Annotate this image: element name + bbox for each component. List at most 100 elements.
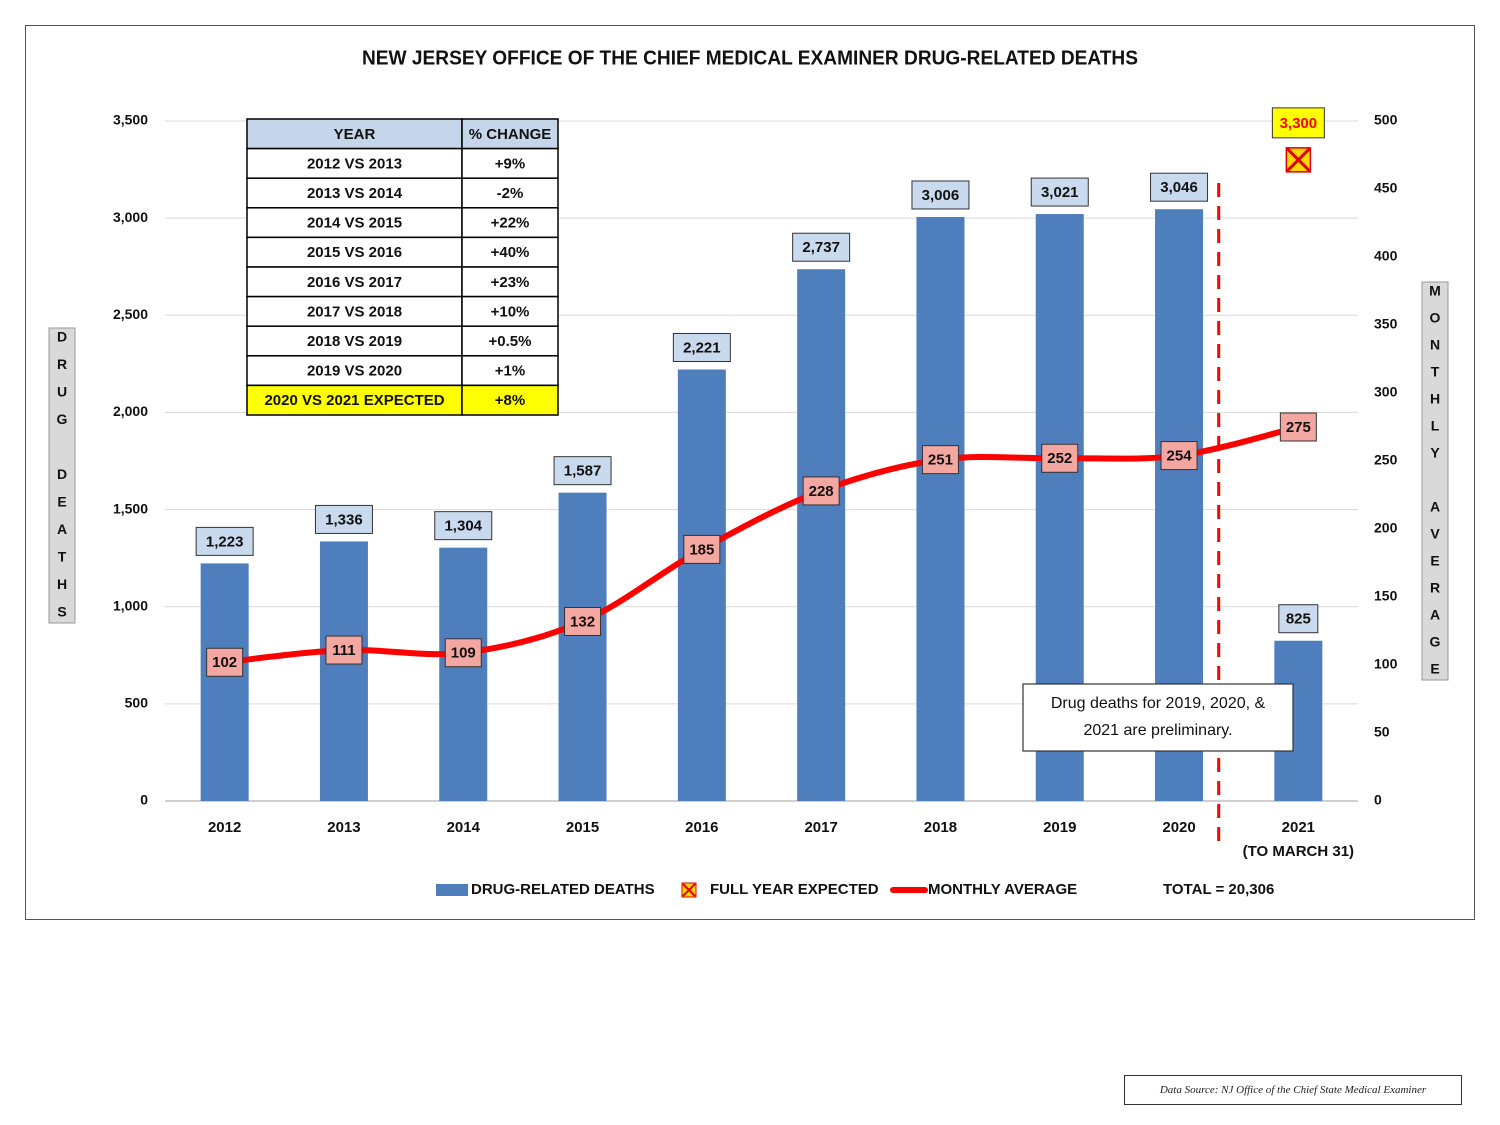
- expected-marker-x-icon: [1286, 147, 1311, 172]
- data-source-note: Data Source: NJ Office of the Chief Stat…: [1124, 1075, 1462, 1105]
- bar-2018: [916, 216, 965, 801]
- line-data-label: 132: [564, 606, 602, 636]
- data-source-text: Data Source: NJ Office of the Chief Stat…: [1159, 1084, 1427, 1096]
- y-right-tick-label: 350: [1374, 316, 1398, 332]
- line-data-label-text: 252: [1047, 450, 1072, 467]
- legend-label-expected: FULL YEAR EXPECTED: [710, 881, 879, 898]
- line-data-label-box: [325, 635, 363, 665]
- y-right-axis-title-box: [1421, 281, 1449, 681]
- line-data-label: 254: [1160, 441, 1198, 471]
- bar-2014: [439, 547, 488, 801]
- x-tick-sublabel: (TO MARCH 31): [1243, 843, 1354, 860]
- bar-data-label-text: 1,304: [444, 518, 482, 535]
- table-row-change: +1%: [495, 363, 525, 380]
- table-header-change: % CHANGE: [469, 126, 552, 143]
- y-right-axis-title-letter: L: [1431, 418, 1440, 434]
- line-data-label-box: [206, 647, 244, 677]
- table-row-change: +0.5%: [489, 333, 532, 350]
- bar-data-label-box: [314, 504, 373, 534]
- x-tick-label: 2019: [1043, 819, 1076, 836]
- y-right-tick-label: 300: [1374, 384, 1398, 400]
- bar-data-label-text: 3,046: [1160, 179, 1198, 196]
- y-left-axis-title-letter: D: [57, 466, 67, 482]
- bar-data-label: 3,046: [1150, 172, 1209, 202]
- y-left-axis-title-letter: S: [57, 604, 66, 620]
- table-row-cell: [461, 325, 559, 357]
- y-right-tick-label: 400: [1374, 248, 1398, 264]
- table-row-cell: [461, 147, 559, 179]
- y-right-axis-title-letter: G: [1430, 634, 1441, 650]
- line-data-label-text: 254: [1167, 448, 1193, 465]
- legend-expected-x-icon: [682, 883, 696, 897]
- table-row-year: 2014 VS 2015: [307, 215, 402, 232]
- bar-data-label-box: [911, 180, 970, 210]
- line-data-label: 185: [683, 534, 721, 564]
- annotation-line: 2021 are preliminary.: [1083, 722, 1232, 739]
- bar-data-label: 1,336: [314, 504, 373, 534]
- table-row-change: +8%: [495, 392, 525, 409]
- y-right-axis-title-letter: A: [1430, 499, 1440, 515]
- bar-data-label-text: 3,006: [922, 187, 960, 204]
- y-left-axis-title-letter: U: [57, 384, 67, 400]
- line-data-label: 275: [1279, 412, 1317, 442]
- line-data-label: 228: [802, 476, 840, 506]
- table-header-year: YEAR: [334, 126, 376, 143]
- y-right-axis-title-letter: R: [1430, 580, 1440, 596]
- bar-data-label-box: [195, 526, 254, 556]
- y-left-tick-label: 3,000: [113, 209, 148, 225]
- y-right-tick-label: 500: [1374, 112, 1398, 128]
- line-data-label: 102: [206, 647, 244, 677]
- table-row-change: +10%: [491, 303, 530, 320]
- full-year-expected-marker: [1285, 147, 1312, 173]
- expected-data-label-box: [1271, 107, 1325, 139]
- x-tick-label: 2021: [1282, 819, 1315, 836]
- y-right-axis-title-letter: O: [1430, 310, 1441, 326]
- line-data-label-text: 132: [570, 613, 595, 630]
- x-tick-label: 2013: [327, 819, 360, 836]
- bar-data-label-box: [672, 332, 731, 362]
- bar-data-label-text: 1,587: [564, 463, 602, 480]
- table-row-year: 2018 VS 2019: [307, 333, 402, 350]
- y-right-axis-title-letter: Y: [1430, 445, 1440, 461]
- chart-title: NEW JERSEY OFFICE OF THE CHIEF MEDICAL E…: [362, 47, 1138, 69]
- bar-data-label: 1,304: [434, 511, 493, 541]
- y-left-axis-title-letter: E: [57, 494, 66, 510]
- y-right-axis-title-letter: T: [1431, 364, 1440, 380]
- table-row-change: +22%: [491, 215, 530, 232]
- bar-data-label: 2,737: [792, 232, 851, 262]
- y-right-axis-title-letter: M: [1429, 283, 1441, 299]
- y-right-axis-title-letter: H: [1430, 391, 1440, 407]
- line-data-label-text: 185: [689, 541, 714, 558]
- y-right-tick-label: 250: [1374, 452, 1398, 468]
- bar-data-label: 3,006: [911, 180, 970, 210]
- bar-data-label: 3,021: [1030, 177, 1089, 207]
- x-tick-label: 2017: [804, 819, 837, 836]
- line-data-label-box: [1041, 443, 1079, 473]
- y-right-axis-title-letter: N: [1430, 337, 1440, 353]
- bar-data-label-text: 3,021: [1041, 184, 1079, 201]
- line-data-label-text: 275: [1286, 419, 1311, 436]
- x-tick-label: 2015: [566, 819, 599, 836]
- table-row-cell: [461, 355, 559, 387]
- bar-data-label-text: 1,223: [206, 533, 244, 550]
- y-left-tick-label: 3,500: [113, 112, 148, 128]
- y-left-tick-label: 500: [125, 695, 149, 711]
- x-tick-label: 2012: [208, 819, 241, 836]
- bar-data-label: 1,223: [195, 526, 254, 556]
- table-row-change: +9%: [495, 155, 525, 172]
- table-row-year: 2015 VS 2016: [307, 244, 402, 261]
- y-left-axis-title-letter: G: [57, 411, 68, 427]
- line-data-label-text: 102: [212, 654, 237, 671]
- bar-data-label-box: [1278, 604, 1319, 634]
- y-right-tick-label: 0: [1374, 792, 1382, 808]
- annotation-box: [1022, 683, 1294, 752]
- table-row-cell: [461, 266, 559, 298]
- bar-data-label-box: [1150, 172, 1209, 202]
- line-data-label-box: [802, 476, 840, 506]
- bar-data-label: 825: [1278, 604, 1319, 634]
- line-data-label-box: [564, 606, 602, 636]
- x-tick-label: 2016: [685, 819, 718, 836]
- table-row-cell: [246, 147, 463, 179]
